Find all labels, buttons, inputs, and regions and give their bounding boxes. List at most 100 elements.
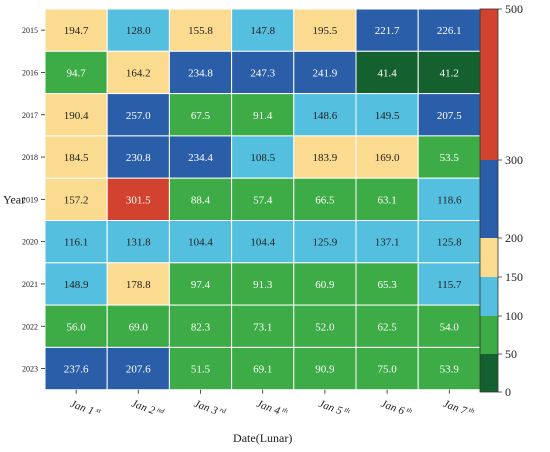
cell-value-label: 230.8	[126, 152, 151, 164]
heatmap-cell	[106, 304, 170, 348]
x-axis-title: Date(Lunar)	[233, 431, 292, 445]
cell-value-label: 56.0	[66, 321, 86, 333]
cell-value-label: 90.9	[315, 364, 335, 376]
heatmap-cell	[355, 346, 419, 391]
cell-value-label: 91.3	[253, 279, 273, 291]
cell-value-label: 88.4	[191, 194, 211, 206]
colorbar-segment	[480, 9, 498, 160]
cell-value-label: 54.0	[440, 321, 460, 333]
heatmap-cell	[106, 220, 170, 264]
heatmap-cell	[168, 93, 233, 137]
heatmap-cell	[417, 304, 481, 348]
heatmap-cell	[168, 346, 233, 391]
colorbar-segment	[480, 316, 498, 354]
cell-value-label: 62.5	[377, 321, 397, 333]
cell-value-label: 41.2	[440, 67, 459, 79]
heatmap-cell	[106, 135, 170, 179]
heatmap-cell	[168, 262, 233, 306]
cell-value-label: 65.3	[377, 279, 397, 291]
colorbar-segment	[480, 160, 498, 238]
cell-value-label: 148.6	[313, 110, 338, 122]
heatmap-cell	[106, 93, 170, 137]
y-tick-label: 2017	[22, 111, 38, 120]
cell-value-label: 241.9	[313, 67, 338, 79]
colorbar-segment	[480, 277, 498, 316]
cell-value-label: 157.2	[64, 194, 89, 206]
x-tick-label: Jan 1st	[69, 397, 103, 420]
cell-value-label: 147.8	[250, 25, 275, 37]
cell-value-label: 164.2	[126, 67, 151, 79]
cell-value-label: 234.8	[188, 67, 213, 79]
heatmap-cell	[44, 177, 108, 221]
colorbar-tick-label: 0	[505, 385, 511, 399]
heatmap-cell	[293, 346, 357, 391]
heatmap-cell	[417, 135, 481, 179]
heatmap-cell	[355, 262, 419, 306]
cell-value-label: 148.9	[64, 279, 89, 291]
colorbar-tick-label: 50	[505, 347, 517, 361]
x-tick-label: Jan 7th	[441, 397, 476, 420]
cell-value-label: 195.5	[313, 25, 338, 37]
colorbar-tick-label: 300	[505, 153, 523, 167]
x-tick-labels: Jan 1st Jan 2nd Jan 3rd Jan 4th Jan 5th Jan 6…	[69, 389, 476, 420]
heatmap-cell	[106, 8, 170, 52]
heatmap-cells: 194.7 128.0 155.8 147.8 195.5 221.7 226.1 94.7 1…	[44, 8, 481, 391]
cell-value-label: 53.9	[440, 364, 460, 376]
colorbar-tick-label: 200	[505, 231, 523, 245]
cell-value-label: 91.4	[253, 110, 273, 122]
heatmap-cell	[44, 220, 108, 264]
heatmap-cell	[417, 262, 481, 306]
cell-value-label: 66.5	[315, 194, 335, 206]
heatmap-cell	[293, 262, 357, 306]
colorbar-tick-label: 150	[505, 270, 523, 284]
cell-value-label: 234.4	[188, 152, 213, 164]
heatmap-cell	[168, 177, 233, 221]
cell-value-label: 108.5	[250, 152, 275, 164]
cell-value-label: 125.9	[313, 237, 338, 249]
heatmap-cell	[355, 93, 419, 137]
y-tick-label: 2023	[22, 365, 38, 374]
cell-value-label: 118.6	[437, 194, 462, 206]
cell-value-label: 301.5	[126, 194, 151, 206]
colorbar-tick-label: 100	[505, 309, 523, 323]
cell-value-label: 207.5	[437, 110, 462, 122]
heatmap-cell	[355, 8, 419, 52]
cell-value-label: 183.9	[313, 152, 338, 164]
x-tick-label: Jan 3rd	[192, 397, 227, 420]
heatmap-cell	[231, 220, 295, 264]
x-tick-label: Jan 4th	[255, 397, 290, 420]
y-tick-label: 2019	[22, 195, 38, 204]
heatmap-cell	[231, 304, 295, 348]
cell-value-label: 194.7	[64, 25, 89, 37]
y-tick-labels: 2015 2016 2017 2018 2019 2020 2021 2022 2023	[22, 26, 45, 374]
cell-value-label: 184.5	[64, 152, 89, 164]
cell-value-label: 131.8	[126, 237, 151, 249]
heatmap-cell	[231, 262, 295, 306]
cell-value-label: 116.1	[64, 237, 88, 249]
cell-value-label: 115.7	[437, 279, 462, 291]
x-tick-label: Jan 5th	[317, 397, 352, 420]
cell-value-label: 257.0	[126, 110, 151, 122]
cell-value-label: 149.5	[375, 110, 400, 122]
heatmap-cell	[355, 304, 419, 348]
y-tick-label: 2022	[22, 322, 38, 331]
heatmap-cell	[44, 135, 108, 179]
cell-value-label: 53.5	[440, 152, 460, 164]
heatmap-cell	[231, 93, 295, 137]
colorbar: 0 50 100 150 200 300 500	[479, 2, 523, 399]
cell-value-label: 137.1	[375, 237, 400, 249]
heatmap-cell	[44, 262, 108, 306]
cell-value-label: 57.4	[253, 194, 273, 206]
heatmap-cell	[417, 93, 481, 137]
cell-value-label: 67.5	[191, 110, 211, 122]
y-tick-label: 2020	[22, 238, 38, 247]
cell-value-label: 69.0	[129, 321, 149, 333]
cell-value-label: 73.1	[253, 321, 272, 333]
heatmap-cell	[355, 135, 419, 179]
cell-value-label: 104.4	[188, 237, 213, 249]
cell-value-label: 41.4	[377, 67, 397, 79]
cell-value-label: 190.4	[64, 110, 89, 122]
colorbar-segment	[480, 354, 498, 392]
cell-value-label: 226.1	[437, 25, 462, 37]
heatmap-cell	[44, 8, 108, 52]
